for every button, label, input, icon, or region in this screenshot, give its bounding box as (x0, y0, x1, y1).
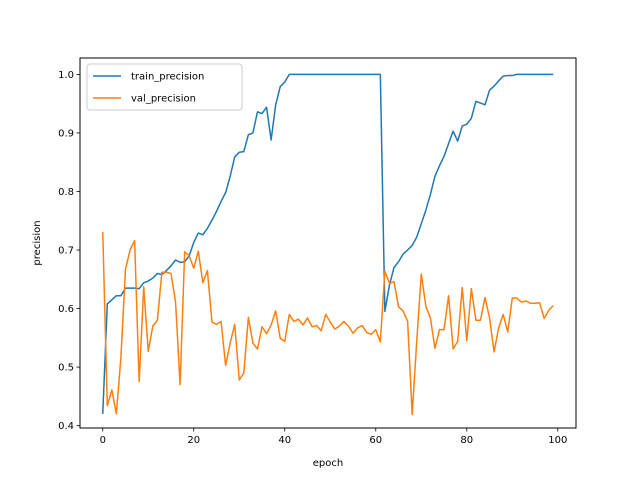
y-tick-label: 0.9 (58, 128, 74, 139)
x-tick-label: 80 (460, 435, 473, 446)
x-axis-label: epoch (313, 458, 343, 469)
y-tick-label: 1.0 (58, 70, 74, 81)
series-line-val-precision (102, 231, 554, 416)
x-tick-label: 100 (548, 435, 567, 446)
x-tick-label: 0 (100, 435, 106, 446)
series-line-train-precision (102, 73, 554, 414)
y-tick-label: 0.4 (58, 421, 74, 432)
y-tick-label: 0.7 (58, 246, 74, 257)
y-tick-label: 0.6 (58, 304, 74, 315)
x-tick-label: 60 (369, 435, 382, 446)
y-axis-label: precision (32, 220, 43, 265)
x-tick-label: 20 (187, 435, 200, 446)
y-tick-label: 0.8 (58, 187, 74, 198)
legend-label-train-precision: train_precision (131, 72, 204, 83)
y-axis-ticks: 0.4 0.5 0.6 0.7 0.8 0.9 1.0 (58, 70, 80, 432)
plot-lines (102, 73, 554, 416)
x-axis-ticks: 0 20 40 60 80 100 (100, 428, 567, 446)
legend: train_precision val_precision (86, 63, 243, 111)
plot-frame (79, 57, 577, 429)
legend-box (86, 63, 243, 111)
y-tick-label: 0.5 (58, 363, 74, 374)
x-tick-label: 40 (278, 435, 291, 446)
legend-label-val-precision: val_precision (131, 94, 196, 105)
